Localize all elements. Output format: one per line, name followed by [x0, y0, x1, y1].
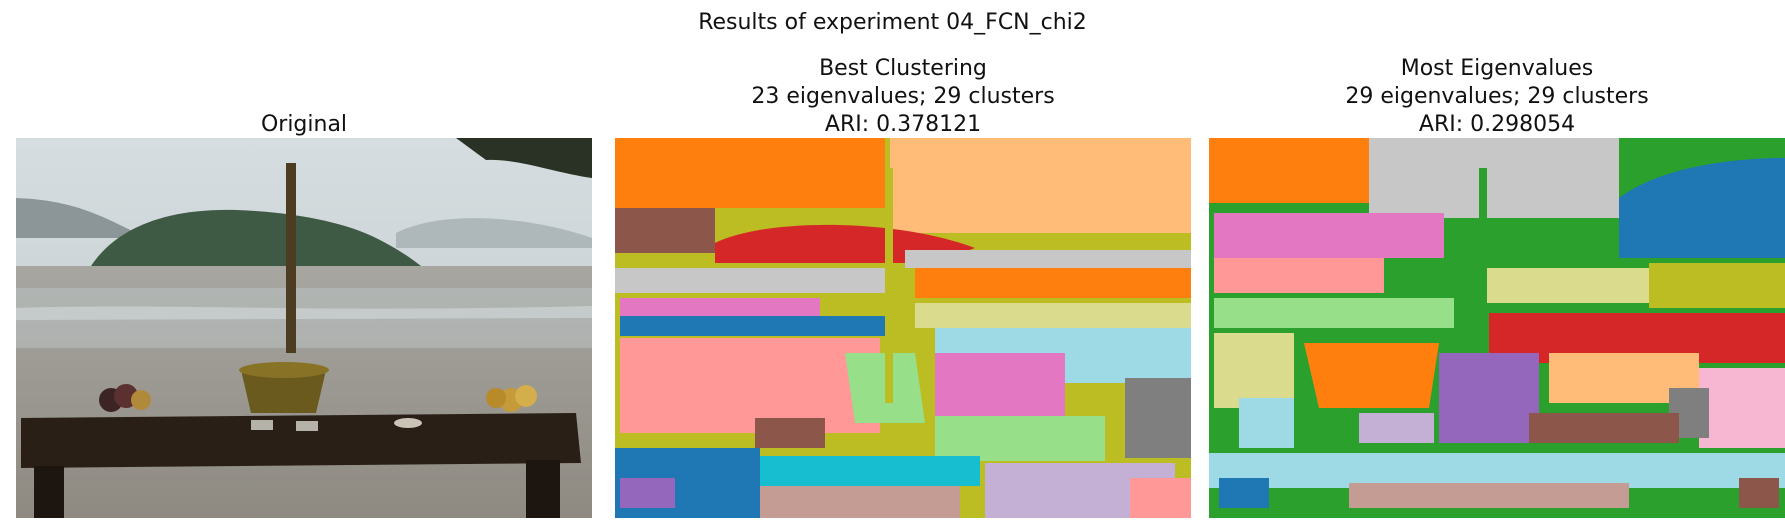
panel-title-line: ARI: 0.378121 — [824, 112, 982, 137]
panel-title: Best Clustering 23 eigenvalues; 29 clust… — [615, 55, 1191, 139]
panel-title-line: 29 eigenvalues; 29 clusters — [1345, 84, 1649, 109]
panel-most-eigenvalues: Most Eigenvalues 29 eigenvalues; 29 clus… — [1209, 0, 1785, 532]
original-image — [16, 138, 592, 518]
panel-original: Original — [16, 0, 592, 532]
panel-title-line: ARI: 0.298054 — [1418, 112, 1576, 137]
most-eigenvalues-image — [1209, 138, 1785, 518]
panel-title-line: Most Eigenvalues — [1400, 56, 1594, 81]
panel-title-line: Best Clustering — [819, 56, 987, 81]
panel-title-line: Original — [260, 112, 348, 137]
panel-title: Original — [16, 111, 592, 139]
panel-title-line: 23 eigenvalues; 29 clusters — [751, 84, 1055, 109]
figure-title: Results of experiment 04_FCN_chi2 — [698, 10, 1087, 35]
panel-best-clustering: Best Clustering 23 eigenvalues; 29 clust… — [615, 0, 1191, 532]
best-clustering-image — [615, 138, 1191, 518]
panel-title: Most Eigenvalues 29 eigenvalues; 29 clus… — [1209, 55, 1785, 139]
